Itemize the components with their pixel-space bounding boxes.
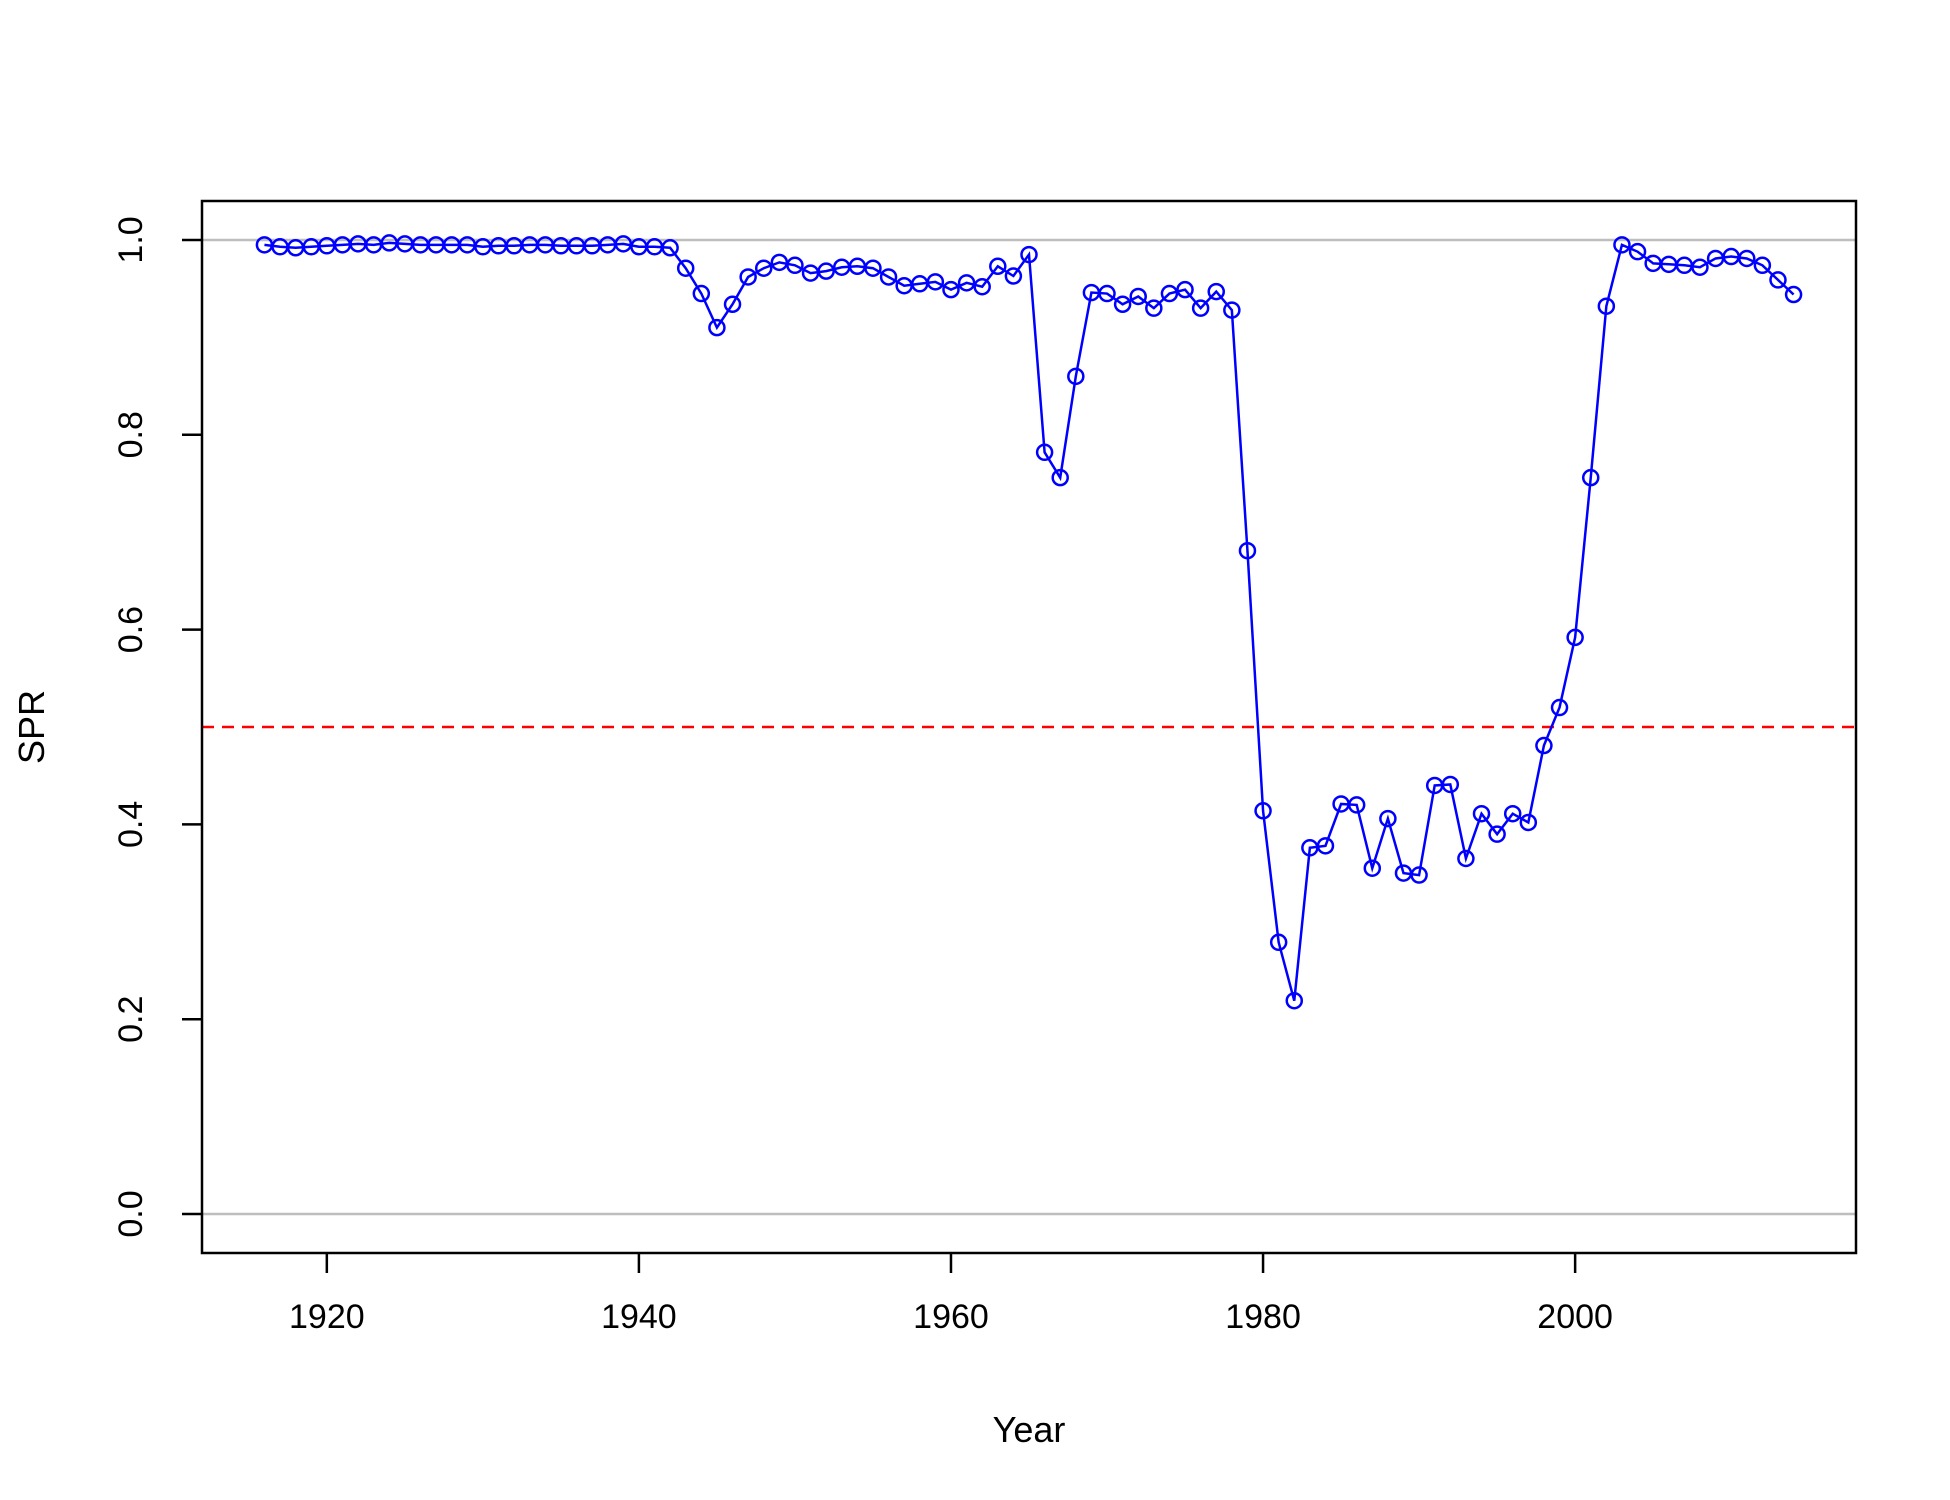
y-tick-label-0.2: 0.2	[112, 996, 150, 1043]
data-point-1974	[1160, 284, 1179, 303]
plot-frame	[200, 199, 1858, 1255]
series-line-0	[264, 241, 1795, 1002]
data-point-2008	[1691, 258, 1709, 276]
data-point-1955	[864, 259, 882, 277]
data-point-1942	[661, 239, 679, 257]
data-point-2004	[1628, 242, 1647, 261]
data-point-1988	[1379, 809, 1397, 828]
y-tick-label-0.4: 0.4	[112, 801, 150, 848]
data-point-2012	[1753, 256, 1772, 275]
data-point-1946	[723, 295, 742, 314]
data-point-1973	[1145, 299, 1163, 317]
x-axis-label: Year	[993, 1409, 1066, 1450]
data-point-1962	[973, 277, 991, 296]
data-point-1975	[1176, 280, 1194, 299]
data-point-1956	[879, 268, 898, 286]
data-point-1996	[1503, 804, 1522, 823]
data-point-1960	[942, 280, 960, 299]
data-point-1980	[1254, 802, 1272, 820]
data-point-1977	[1207, 282, 1225, 301]
data-point-1950	[786, 256, 804, 275]
reference-lines	[202, 238, 1856, 1216]
data-point-1986	[1347, 796, 1366, 814]
data-point-1967	[1051, 468, 1069, 487]
data-point-2003	[1613, 236, 1631, 254]
y-tick-label-0.8: 0.8	[112, 411, 150, 458]
x-tick-label-1920: 1920	[289, 1298, 365, 1336]
data-point-1970	[1098, 284, 1116, 303]
data-point-2014	[1784, 285, 1803, 304]
data-point-1999	[1550, 698, 1569, 717]
x-tick-label-1960: 1960	[913, 1298, 989, 1336]
y-tick-label-0.6: 0.6	[112, 606, 150, 653]
data-point-1978	[1223, 301, 1241, 319]
data-point-2011	[1738, 249, 1756, 268]
data-point-1965	[1020, 245, 1038, 264]
data-point-1948	[754, 259, 773, 277]
data-point-1947	[739, 268, 757, 286]
data-point-1987	[1363, 859, 1382, 877]
data-point-1984	[1316, 837, 1335, 855]
y-tick-label-1.0: 1.0	[112, 216, 150, 263]
data-point-1997	[1519, 813, 1538, 832]
data-point-1993	[1457, 849, 1475, 868]
data-point-1995	[1488, 825, 1506, 843]
data-point-1998	[1535, 736, 1553, 755]
data-point-1971	[1113, 295, 1132, 314]
y-tick-label-0.0: 0.0	[112, 1190, 150, 1237]
x-tick-label-1980: 1980	[1225, 1298, 1301, 1336]
data-point-2013	[1769, 271, 1787, 289]
y-axis-label: SPR	[11, 690, 52, 764]
data-point-1952	[817, 262, 835, 280]
data-point-1990	[1410, 866, 1428, 884]
x-axis: 1920 1940 1960 1980 2000	[289, 1253, 1613, 1336]
data-point-1963	[989, 257, 1007, 276]
y-axis: 0.0 0.2 0.4 0.6 0.8 1.0	[112, 216, 202, 1238]
data-point-1945	[708, 318, 726, 337]
x-tick-label-1940: 1940	[601, 1298, 677, 1336]
series-layer	[255, 234, 1803, 1010]
data-point-1982	[1285, 991, 1304, 1010]
data-point-1966	[1035, 443, 1054, 462]
data-point-1944	[692, 284, 711, 303]
data-point-1959	[926, 273, 945, 291]
data-point-1979	[1238, 541, 1257, 560]
data-point-2002	[1597, 297, 1616, 315]
data-point-1943	[676, 259, 695, 277]
data-point-1964	[1004, 267, 1023, 285]
data-point-2000	[1566, 628, 1584, 647]
data-point-1961	[957, 274, 976, 292]
data-point-2001	[1581, 468, 1600, 487]
x-tick-label-2000: 2000	[1537, 1298, 1613, 1336]
data-point-1972	[1129, 287, 1147, 306]
data-point-1976	[1191, 299, 1210, 317]
data-point-1994	[1472, 804, 1491, 823]
data-point-1992	[1441, 775, 1460, 794]
data-point-1968	[1067, 367, 1085, 386]
data-point-1981	[1269, 933, 1288, 952]
